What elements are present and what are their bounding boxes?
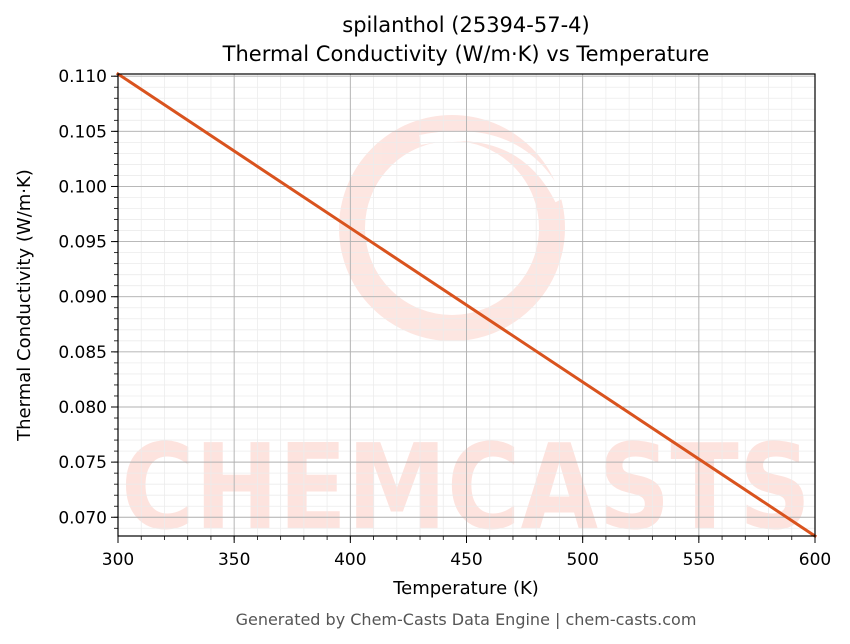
x-tick-label: 500 bbox=[566, 550, 598, 570]
watermark: CHEMCASTS bbox=[121, 115, 811, 556]
y-tick-label: 0.080 bbox=[58, 398, 107, 418]
watermark-text: CHEMCASTS bbox=[121, 418, 811, 556]
series-layer bbox=[115, 71, 818, 539]
y-tick-label: 0.070 bbox=[58, 508, 107, 528]
x-tick-labels: 300 350 400 450 500 550 600 bbox=[102, 550, 831, 570]
ticks bbox=[111, 75, 816, 543]
chart-title-line1: spilanthol (25394-57-4) bbox=[342, 13, 589, 37]
y-tick-label: 0.090 bbox=[58, 288, 107, 308]
y-tick-labels: 0.070 0.075 0.080 0.085 0.090 0.095 0.100 0.105… bbox=[58, 67, 107, 528]
y-tick-label: 0.110 bbox=[58, 67, 107, 87]
y-tick-label: 0.085 bbox=[58, 343, 107, 363]
x-tick-label: 450 bbox=[450, 550, 482, 570]
chart-title-line2: Thermal Conductivity (W/m·K) vs Temperat… bbox=[222, 42, 710, 66]
x-tick-label: 550 bbox=[683, 550, 715, 570]
y-tick-label: 0.095 bbox=[58, 233, 107, 253]
y-tick-label: 0.105 bbox=[58, 122, 107, 142]
series-line bbox=[115, 71, 818, 539]
x-tick-label: 600 bbox=[799, 550, 831, 570]
x-tick-label: 300 bbox=[102, 550, 134, 570]
major-grid bbox=[117, 74, 816, 536]
x-tick-label: 400 bbox=[334, 550, 366, 570]
x-axis-label: Temperature (K) bbox=[392, 578, 539, 599]
y-axis-label: Thermal Conductivity (W/m·K) bbox=[14, 169, 35, 442]
y-tick-label: 0.075 bbox=[58, 453, 107, 473]
footer-credit: Generated by Chem-Casts Data Engine | ch… bbox=[236, 610, 697, 629]
y-tick-label: 0.100 bbox=[58, 177, 107, 197]
x-tick-label: 350 bbox=[218, 550, 250, 570]
